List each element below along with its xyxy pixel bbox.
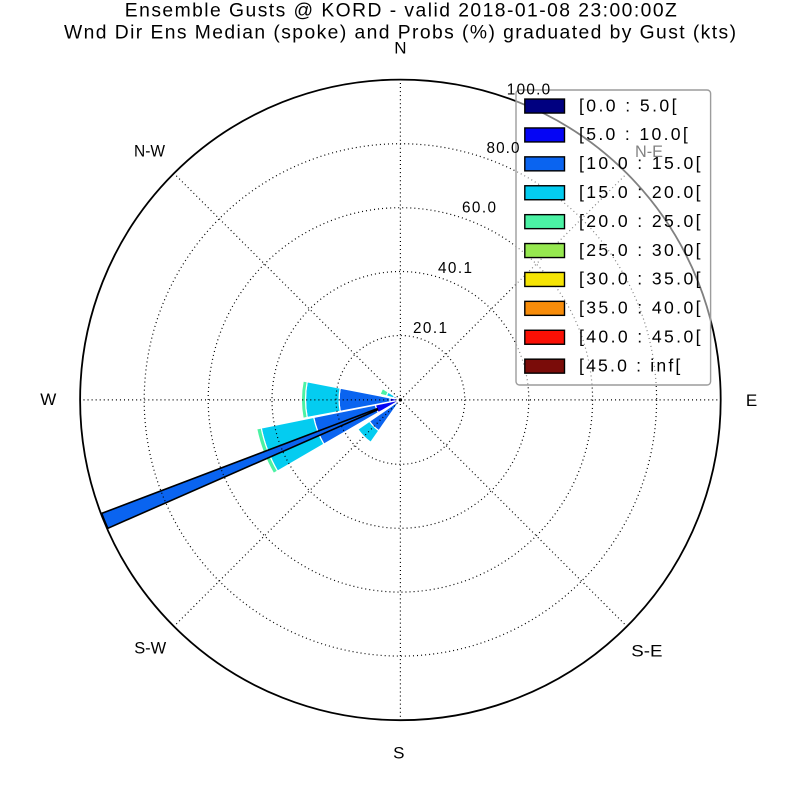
svg-text:[5.0 : 10.0[: [5.0 : 10.0[ [579,124,688,144]
svg-text:E: E [746,391,757,410]
svg-text:S: S [393,743,404,762]
svg-text:80.0: 80.0 [487,140,520,157]
svg-text:Wnd Dir Ens Median (spoke) and: Wnd Dir Ens Median (spoke) and Probs (%)… [64,23,736,44]
svg-text:N-W: N-W [134,142,165,161]
svg-text:60.0: 60.0 [462,200,496,217]
svg-text:20.1: 20.1 [413,320,447,337]
svg-text:Ensemble Gusts @ KORD - valid: Ensemble Gusts @ KORD - valid 2018-01-08… [125,1,677,22]
svg-text:S-W: S-W [134,639,166,658]
svg-text:40.1: 40.1 [438,260,472,277]
svg-text:100.0: 100.0 [507,82,550,99]
svg-text:[45.0 : inf[: [45.0 : inf[ [579,355,680,375]
svg-text:S-E: S-E [631,642,662,661]
svg-text:N: N [394,39,406,58]
svg-text:[0.0 : 5.0[: [0.0 : 5.0[ [579,95,677,115]
svg-text:W: W [40,390,56,409]
